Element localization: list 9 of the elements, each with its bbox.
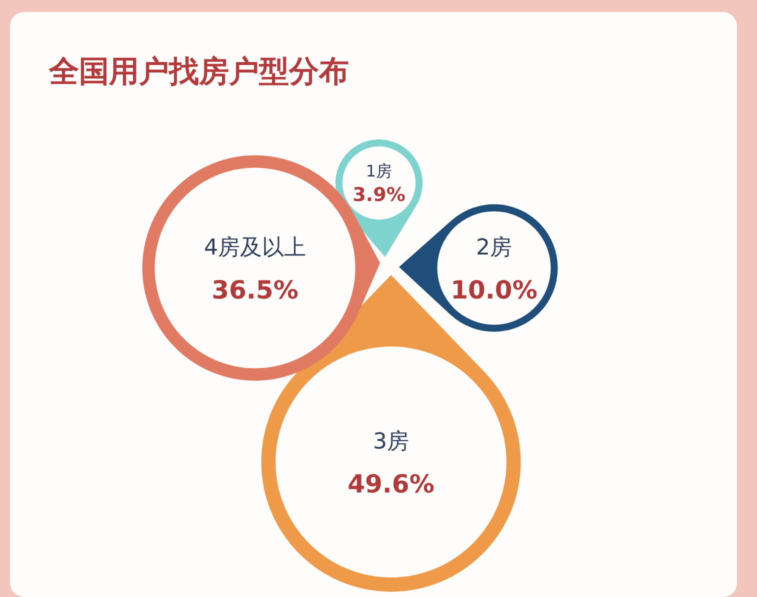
category-label: 2房	[476, 236, 512, 260]
data-label: 3.9%	[352, 184, 406, 206]
text: 全国用户找房户型分布	[48, 54, 349, 90]
category-label: 4房及以上	[204, 236, 306, 260]
data-label: 49.6%	[348, 470, 434, 498]
data-label: 36.5%	[212, 276, 298, 304]
category-label: 3房	[373, 430, 409, 454]
category-label: 1房	[366, 162, 392, 180]
data-label: 10.0%	[450, 276, 538, 304]
